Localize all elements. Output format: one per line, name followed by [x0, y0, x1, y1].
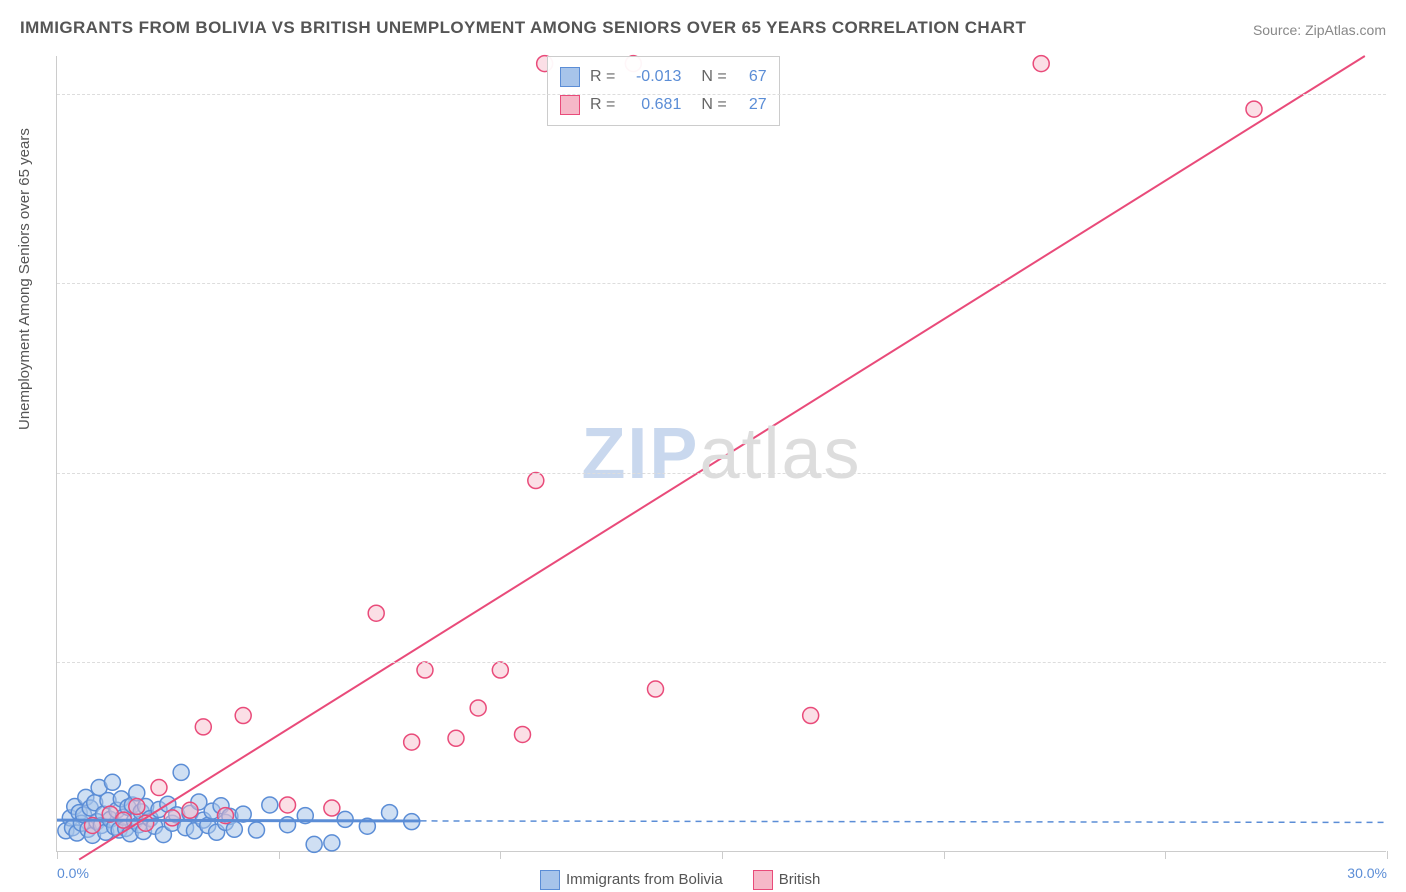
gridline: [57, 94, 1386, 95]
stats-n-label: N =: [701, 96, 726, 114]
stats-r-value: -0.013: [625, 68, 681, 86]
x-tick-label: 30.0%: [1347, 865, 1387, 881]
stats-row: R = -0.013 N = 67: [560, 63, 767, 91]
data-point: [803, 708, 819, 724]
legend-label: Immigrants from Bolivia: [566, 871, 723, 888]
data-point: [1246, 101, 1262, 117]
data-point: [515, 726, 531, 742]
data-point: [280, 817, 296, 833]
data-point: [1033, 56, 1049, 72]
legend-item: British: [753, 870, 821, 890]
x-tick: [279, 851, 280, 859]
stats-swatch: [560, 67, 580, 87]
source-attribution: Source: ZipAtlas.com: [1253, 22, 1386, 38]
stats-r-value: 0.681: [625, 96, 681, 114]
data-point: [448, 730, 464, 746]
data-point: [262, 797, 278, 813]
x-tick: [1165, 851, 1166, 859]
stats-n-label: N =: [701, 68, 726, 86]
data-point: [151, 780, 167, 796]
plot-svg: [57, 56, 1386, 851]
stats-n-value: 67: [737, 68, 767, 86]
data-point: [182, 802, 198, 818]
stats-r-label: R =: [590, 96, 615, 114]
data-point: [195, 719, 211, 735]
data-point: [129, 799, 145, 815]
data-point: [382, 805, 398, 821]
x-tick: [944, 851, 945, 859]
x-tick: [500, 851, 501, 859]
data-point: [280, 797, 296, 813]
legend-label: British: [779, 871, 821, 888]
gridline: [57, 473, 1386, 474]
data-point: [404, 734, 420, 750]
gridline: [57, 283, 1386, 284]
data-point: [368, 605, 384, 621]
stats-r-label: R =: [590, 68, 615, 86]
data-point: [324, 800, 340, 816]
stats-swatch: [560, 95, 580, 115]
data-point: [324, 835, 340, 851]
stats-n-value: 27: [737, 96, 767, 114]
data-point: [235, 708, 251, 724]
trend-line: [79, 56, 1365, 860]
data-point: [492, 662, 508, 678]
legend-item: Immigrants from Bolivia: [540, 870, 723, 890]
y-axis-label: Unemployment Among Seniors over 65 years: [16, 128, 33, 430]
x-tick: [1387, 851, 1388, 859]
x-tick-label: 0.0%: [57, 865, 89, 881]
trend-line: [57, 820, 421, 821]
data-point: [104, 774, 120, 790]
data-point: [306, 836, 322, 852]
data-point: [528, 473, 544, 489]
data-point: [164, 810, 180, 826]
x-tick: [722, 851, 723, 859]
chart-plot-area: ZIPatlas R =-0.013N =67R =0.681N =27 25.…: [56, 56, 1386, 852]
data-point: [249, 822, 265, 838]
gridline: [57, 662, 1386, 663]
stats-legend-box: R = -0.013 N = 67 R = 0.681 N = 27: [547, 56, 780, 126]
trend-line-extension: [421, 821, 1387, 823]
data-point: [417, 662, 433, 678]
bottom-legend: Immigrants from Bolivia British: [540, 870, 820, 890]
data-point: [173, 764, 189, 780]
legend-swatch: [753, 870, 773, 890]
x-tick: [57, 851, 58, 859]
legend-swatch: [540, 870, 560, 890]
data-point: [648, 681, 664, 697]
data-point: [470, 700, 486, 716]
chart-title: IMMIGRANTS FROM BOLIVIA VS BRITISH UNEMP…: [20, 18, 1026, 38]
stats-row: R = 0.681 N = 27: [560, 91, 767, 119]
